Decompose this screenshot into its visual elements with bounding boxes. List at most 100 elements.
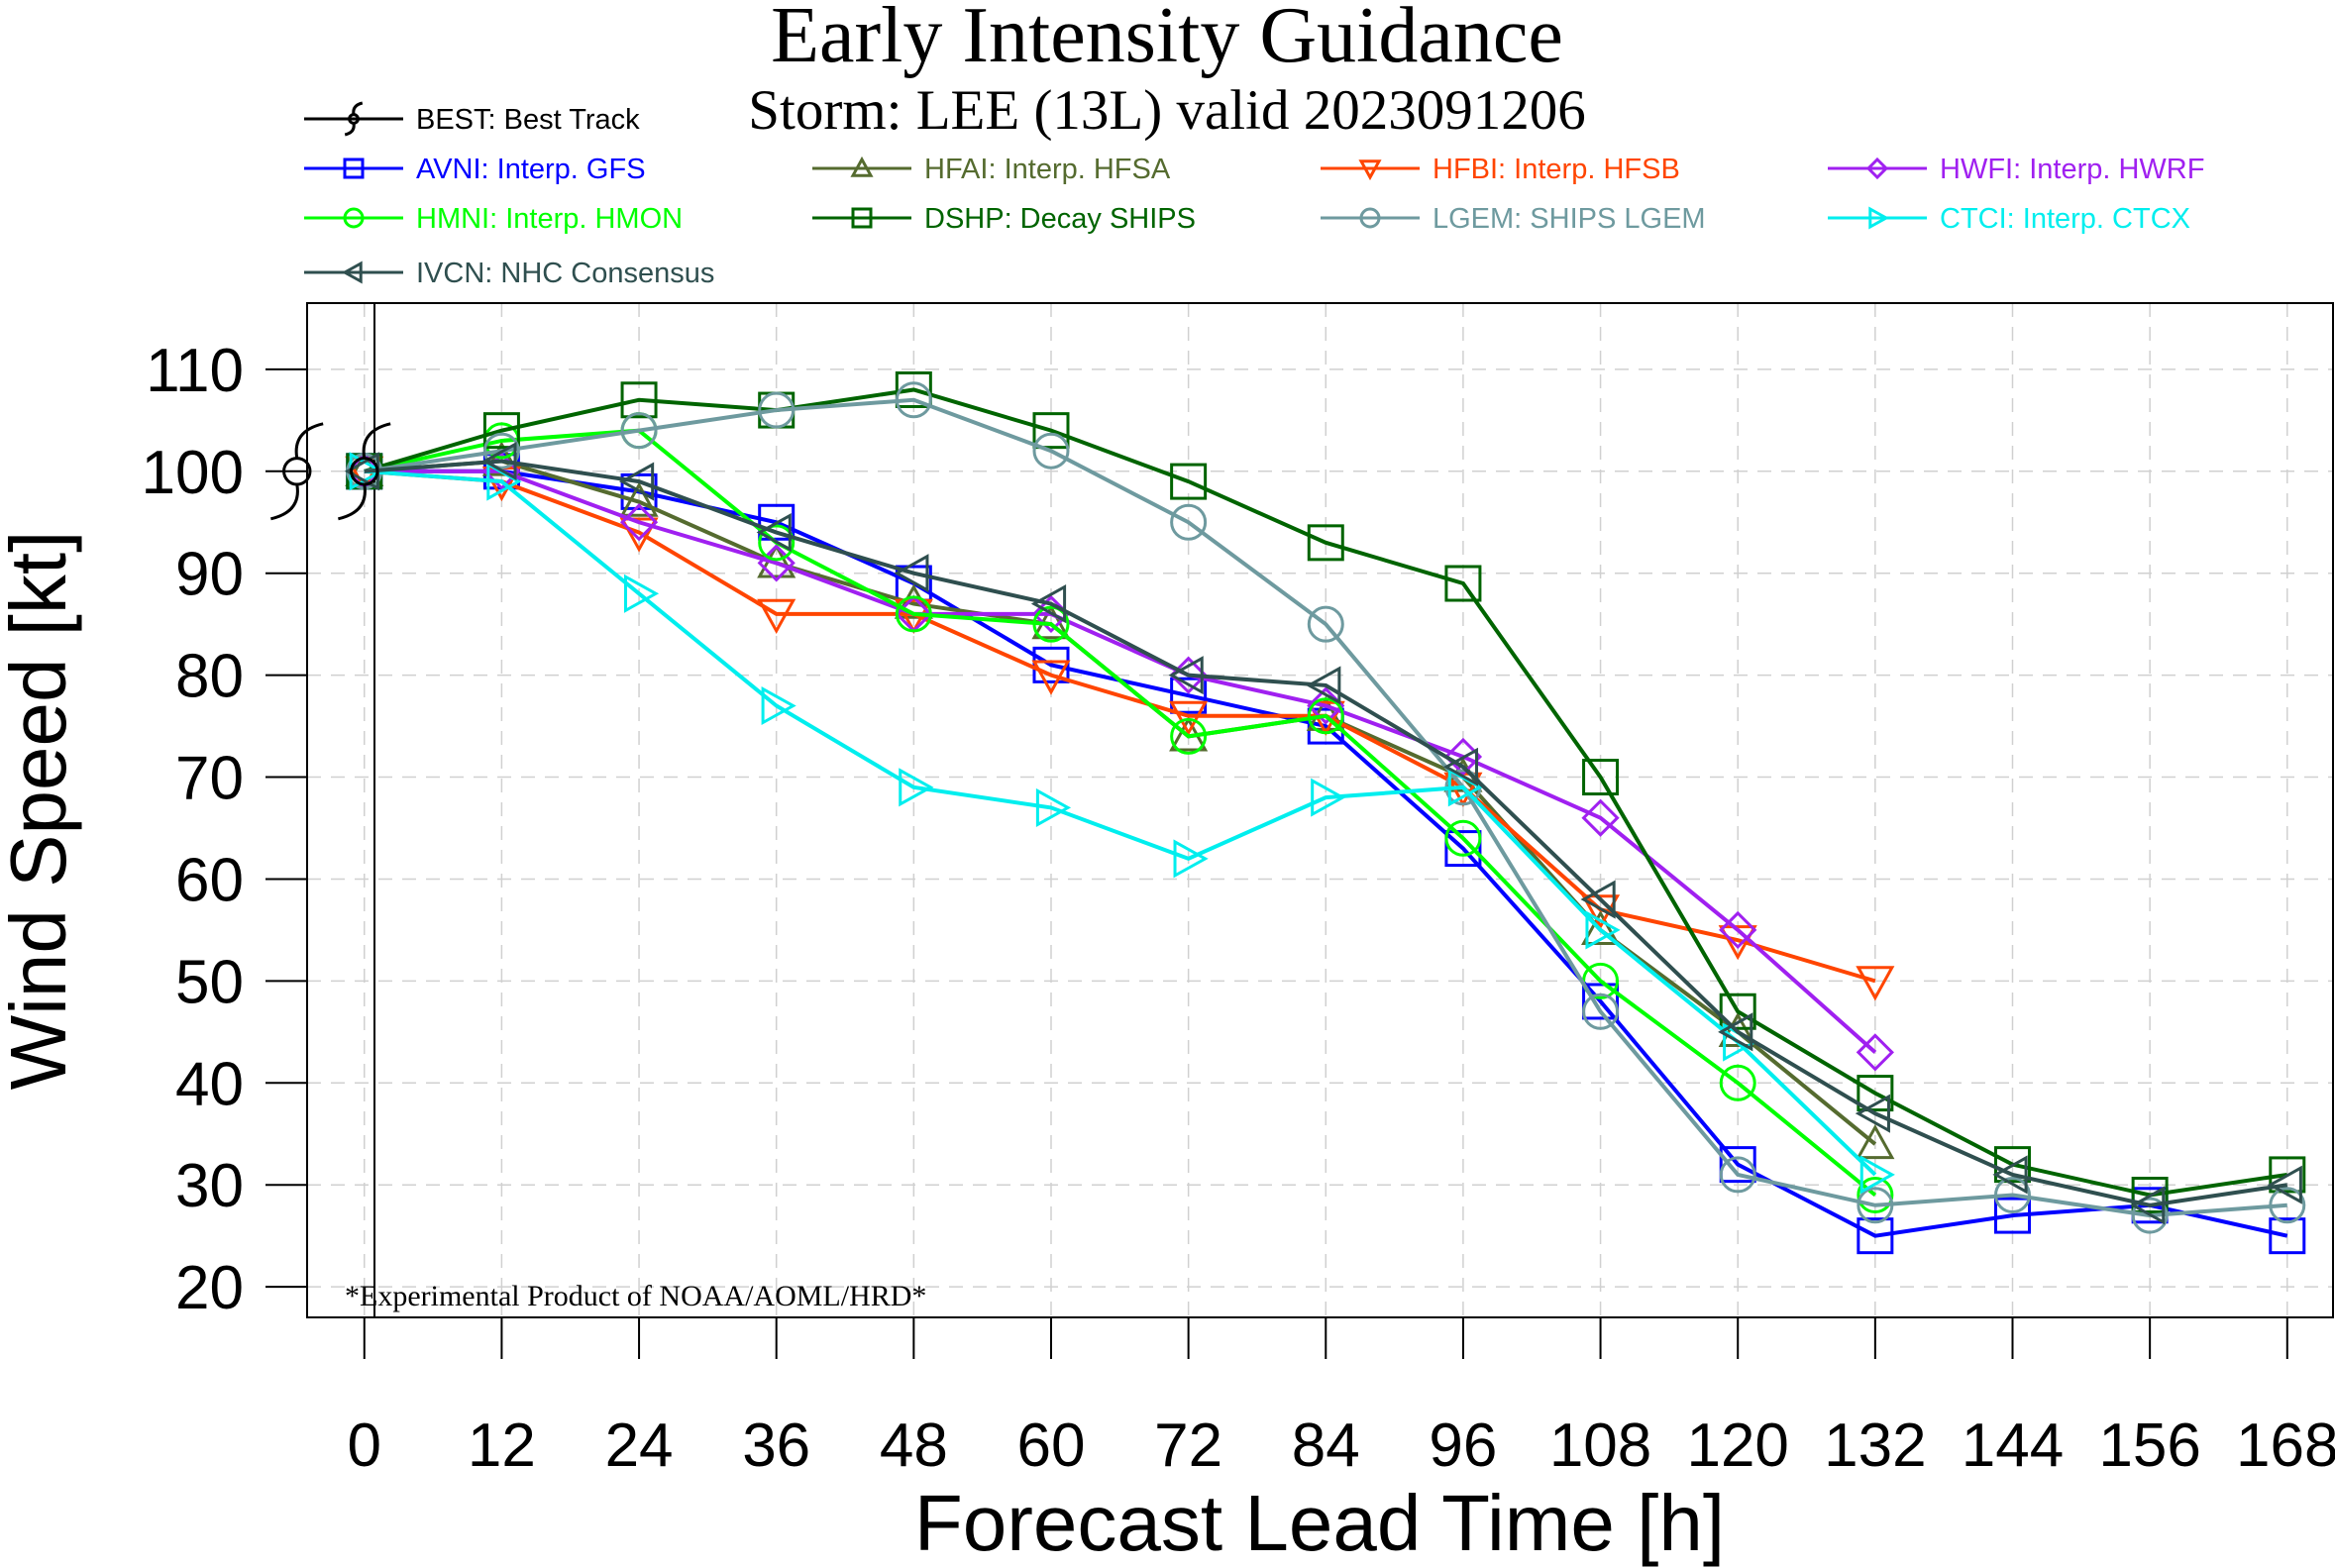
x-tick-label: 12 [468, 1411, 536, 1480]
data-point [1719, 1156, 1756, 1194]
data-point [758, 391, 796, 429]
legend-marker [1358, 159, 1382, 181]
x-tick-label: 132 [1824, 1411, 1926, 1480]
x-tick-label: 72 [1154, 1411, 1222, 1480]
data-point [1719, 1064, 1756, 1101]
series-line [364, 469, 1877, 1177]
x-tick-label: 0 [348, 1411, 381, 1480]
data-point [1307, 697, 1344, 735]
data-point [1585, 910, 1621, 950]
data-point [895, 381, 932, 419]
data-point [894, 583, 933, 619]
series-lgem [346, 381, 2306, 1234]
data-point [619, 517, 659, 553]
legend-label: LGEM: SHIPS LGEM [1433, 203, 1706, 235]
footnote: *Experimental Product of NOAA/AOML/HRD* [345, 1280, 926, 1312]
data-point [2267, 1165, 2302, 1204]
data-point [1993, 1197, 2031, 1234]
legend-item-best: BEST: Best Track [304, 101, 640, 137]
data-point [619, 481, 659, 517]
x-tick-label: 84 [1292, 1411, 1360, 1480]
legend-item-hfbi: HFBI: Interp. HFSB [1321, 154, 1680, 185]
data-point [1170, 463, 1208, 500]
grid [307, 303, 2333, 1317]
x-tick-label: 36 [742, 1411, 810, 1480]
data-point [1311, 778, 1346, 817]
data-point [1173, 839, 1209, 879]
data-point [899, 768, 934, 807]
data-point [1307, 524, 1344, 562]
series-hfbi [345, 456, 1895, 1001]
data-point [620, 381, 658, 419]
data-point [1169, 700, 1209, 736]
legend-label: BEST: Best Track [416, 104, 640, 136]
hurricane-arm [352, 101, 364, 115]
series-hfai [345, 441, 1895, 1160]
hurricane-arm [294, 422, 324, 459]
legend-item-dshp: DSHP: Decay SHIPS [812, 203, 1196, 235]
data-point [1582, 983, 1620, 1020]
legend-marker [1865, 157, 1889, 180]
data-point [1444, 830, 1482, 868]
y-tick-label: 60 [175, 846, 244, 914]
data-point [757, 544, 796, 582]
data-point [1032, 412, 1070, 450]
data-point [1718, 925, 1757, 961]
y-tick-label: 30 [175, 1152, 244, 1220]
legend-item-lgem: LGEM: SHIPS LGEM [1321, 203, 1706, 235]
legend-item-ivcn: IVCN: NHC Consensus [304, 258, 714, 289]
x-tick-label: 108 [1549, 1411, 1651, 1480]
data-point [1857, 1075, 1894, 1112]
data-point [619, 503, 659, 542]
series-avni [346, 453, 2306, 1255]
legend-item-hwfi: HWFI: Interp. HWRF [1828, 154, 2204, 185]
legend-label: AVNI: Interp. GFS [416, 154, 646, 185]
data-point [2269, 1156, 2306, 1194]
series-ivcn [344, 441, 2302, 1225]
hurricane-arm [270, 483, 299, 521]
legend-label: DSHP: Decay SHIPS [924, 203, 1196, 235]
y-tick-label: 110 [146, 337, 244, 405]
x-axis: 0 12 24 36 48 60 72 84 96 108 120 132 144 156 168 [348, 1317, 2335, 1480]
data-point [270, 422, 324, 521]
series-line [364, 387, 2288, 1198]
data-point [1856, 1033, 1894, 1072]
data-point [895, 370, 932, 408]
legend-label: CTCI: Interp. CTCX [1940, 203, 2190, 235]
data-point [1444, 819, 1482, 857]
data-point [2269, 1187, 2306, 1224]
data-point [1170, 677, 1208, 714]
legend-label: HWFI: Interp. HWRF [1940, 154, 2204, 185]
legend-label: IVCN: NHC Consensus [416, 258, 714, 289]
data-point [1857, 1177, 1894, 1214]
data-point [761, 685, 796, 726]
legend: BEST: Best Track AVNI: Interp. GFS HFAI: I… [304, 101, 2204, 289]
data-point [1582, 993, 1620, 1030]
x-tick-label: 60 [1017, 1411, 1086, 1480]
data-point [1718, 1012, 1753, 1052]
chart-title: Early Intensity Guidance [771, 0, 1563, 79]
data-point [894, 554, 929, 593]
data-point [2131, 1197, 2169, 1234]
data-point [481, 441, 517, 481]
hurricane-arm [362, 422, 391, 459]
data-point [1855, 1094, 1890, 1133]
legend-label: HFBI: Interp. HFSB [1433, 154, 1680, 185]
y-tick-label: 20 [175, 1254, 244, 1322]
legend-item-hfai: HFAI: Interp. HFSA [812, 154, 1171, 185]
hurricane-arm [338, 483, 367, 521]
data-point [618, 462, 655, 501]
series-layer [270, 370, 2306, 1255]
data-point [1857, 1217, 1894, 1255]
x-tick-label: 120 [1686, 1411, 1788, 1480]
data-point [1992, 1155, 2028, 1195]
data-point [481, 441, 521, 476]
x-tick-label: 156 [2098, 1411, 2200, 1480]
data-point [2131, 1177, 2169, 1214]
x-axis-label: Forecast Lead Time [h] [914, 1479, 1725, 1567]
data-point [338, 422, 391, 521]
x-tick-label: 96 [1429, 1411, 1497, 1480]
data-point [1859, 1155, 1895, 1195]
plot-frame [306, 302, 2334, 1318]
